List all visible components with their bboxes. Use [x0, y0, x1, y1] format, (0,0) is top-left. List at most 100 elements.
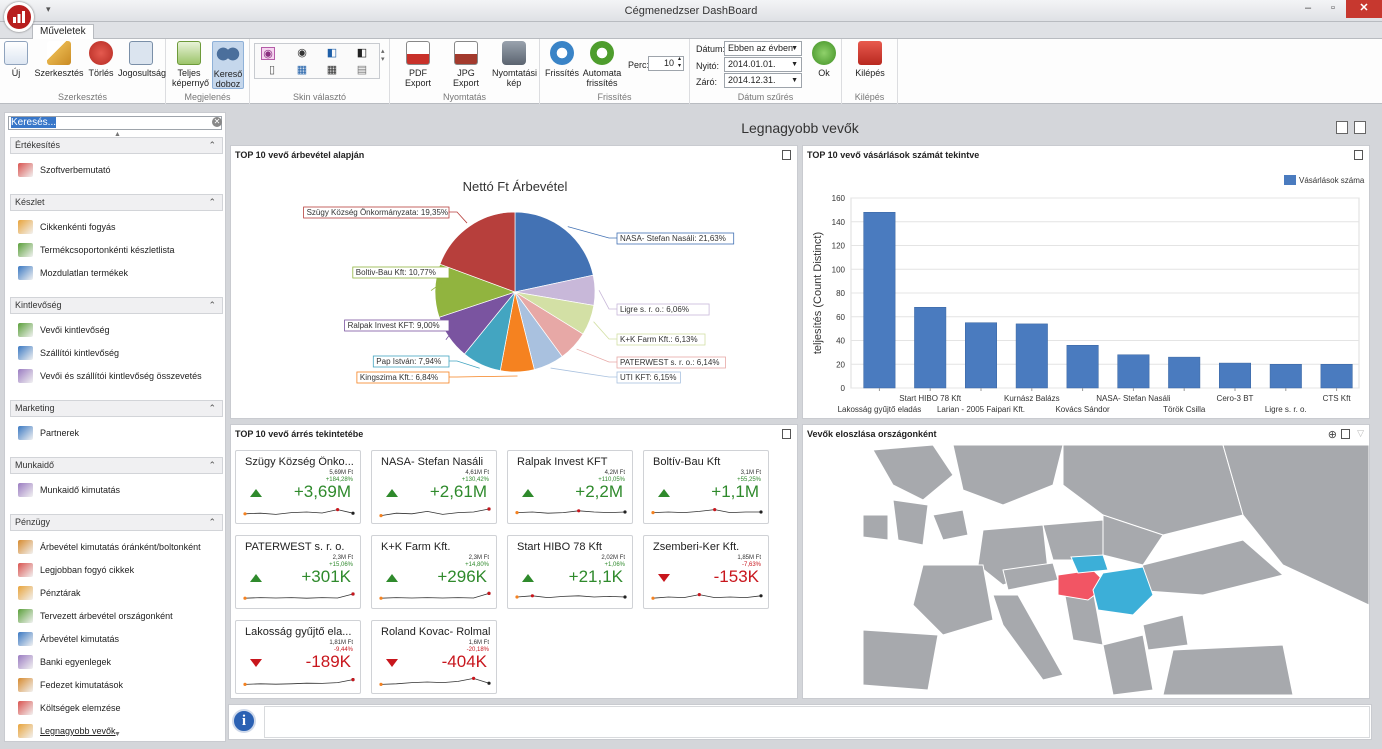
- sidebar-item[interactable]: Tervezett árbevétel országonként: [18, 608, 173, 624]
- sidebar-section-header[interactable]: Készlet ⌃: [10, 194, 223, 211]
- skin-option-icon[interactable]: ▤: [356, 64, 368, 76]
- window-title: Cégmenedzser DashBoard: [624, 5, 758, 17]
- restore-button[interactable]: ▫: [1331, 2, 1335, 14]
- report-icon: [18, 678, 33, 692]
- sidebar-item[interactable]: Partnerek: [18, 425, 79, 441]
- sidebar-item[interactable]: Cikkenkénti fogyás: [18, 219, 116, 235]
- sidebar-section-header[interactable]: Kintlevőség ⌃: [10, 297, 223, 314]
- pdf-file-icon: [406, 41, 430, 65]
- export-icon[interactable]: [782, 429, 791, 439]
- new-button[interactable]: Új: [4, 41, 28, 78]
- sidebar-item[interactable]: Vevői és szállítói kintlevőség összeveté…: [18, 368, 202, 384]
- search-input[interactable]: Keresés...: [8, 116, 222, 130]
- kpi-card[interactable]: Szügy Község Önko... 5,69M Ft +184,28% +3,6…: [235, 450, 361, 524]
- skin-option-icon[interactable]: ◧: [356, 47, 368, 59]
- sidebar-section-header[interactable]: Értékesítés ⌃: [10, 137, 223, 154]
- sidebar-item[interactable]: Vevői kintlevőség: [18, 322, 110, 338]
- minimize-button[interactable]: –: [1304, 2, 1312, 14]
- kpi-card[interactable]: Ralpak Invest KFT 4,2M Ft +110,05% +2,2M: [507, 450, 633, 524]
- skin-option-icon[interactable]: ◉: [261, 47, 275, 60]
- card-target-value: 2,3M Ft: [332, 555, 353, 561]
- fullscreen-button[interactable]: Teljes képernyő: [172, 41, 209, 88]
- sidebar-item[interactable]: Árbevétel kimutatás: [18, 631, 119, 647]
- skin-option-icon[interactable]: ▦: [296, 64, 308, 76]
- chevron-up-icon[interactable]: ⌃: [208, 140, 216, 150]
- app-logo[interactable]: [4, 2, 34, 32]
- delete-button[interactable]: Törlés: [86, 41, 116, 78]
- chevron-up-icon[interactable]: ⌃: [208, 517, 216, 527]
- zoom-icon[interactable]: ⊕: [1327, 429, 1337, 441]
- chevron-up-icon[interactable]: ⌃: [208, 403, 216, 413]
- ok-button[interactable]: Ok: [812, 41, 836, 78]
- tab-muveletek[interactable]: Műveletek: [32, 24, 94, 39]
- kpi-card[interactable]: Roland Kovac- Rolmal 1,6M Ft -20,18% -404K: [371, 620, 497, 694]
- sidebar-item[interactable]: Fedezet kimutatások: [18, 677, 123, 693]
- report-icon: [18, 369, 33, 383]
- europe-map[interactable]: [803, 445, 1369, 699]
- print-preview-button[interactable]: Nyomtatási kép: [492, 41, 537, 88]
- exit-button[interactable]: Kilépés: [854, 41, 886, 78]
- permission-button[interactable]: Jogosultság: [118, 41, 166, 78]
- report-icon: [18, 701, 33, 715]
- sidebar-item[interactable]: Költségek elemzése: [18, 700, 121, 716]
- kpi-card[interactable]: Boltív-Bau Kft 3,1M Ft +55,25% +1,1M: [643, 450, 769, 524]
- export-icon[interactable]: [1354, 150, 1363, 160]
- edit-button[interactable]: Szerkesztés: [34, 41, 84, 78]
- export-icon[interactable]: [1336, 121, 1348, 134]
- kpi-card[interactable]: Start HIBO 78 Kft 2,02M Ft +1,06% +21,1K: [507, 535, 633, 609]
- sidebar-item[interactable]: Banki egyenlegek: [18, 654, 111, 670]
- sidebar-item[interactable]: Árbevétel kimutatás óránként/boltonként: [18, 539, 201, 555]
- sidebar-item[interactable]: Mozdulatlan termékek: [18, 265, 128, 281]
- pdf-export-button[interactable]: PDF Export: [396, 41, 440, 88]
- auto-refresh-button[interactable]: Automata frissítés: [582, 41, 622, 88]
- scroll-up-icon[interactable]: ▲: [114, 131, 121, 138]
- close-button[interactable]: ✕: [1346, 0, 1382, 18]
- sidebar-item[interactable]: Termékcsoportonkénti készletlista: [18, 242, 175, 258]
- kpi-card[interactable]: K+K Farm Kft. 2,3M Ft +14,80% +296K: [371, 535, 497, 609]
- chevron-up-icon[interactable]: ⌃: [208, 300, 216, 310]
- stepper-arrows-icon[interactable]: ▴ ▾: [677, 56, 681, 69]
- export-icon[interactable]: [782, 150, 791, 160]
- export-icon[interactable]: [1341, 429, 1350, 439]
- x-tick-label: Lakosság gyűjtő eladás: [838, 405, 922, 414]
- jpg-export-button[interactable]: JPG Export: [444, 41, 488, 88]
- scroll-down-icon[interactable]: ▼: [114, 731, 121, 738]
- kpi-card[interactable]: Zsemberi-Ker Kft. 1,85M Ft -7,63% -153K: [643, 535, 769, 609]
- arrow-down-icon: [386, 659, 398, 667]
- sidebar-item[interactable]: Legnagyobb vevők: [18, 723, 116, 739]
- sidebar-item[interactable]: Szoftverbemutató: [18, 162, 111, 178]
- sidebar-item[interactable]: Legjobban fogyó cikkek: [18, 562, 134, 578]
- sidebar-section-header[interactable]: Marketing ⌃: [10, 400, 223, 417]
- kpi-card[interactable]: PATERWEST s. r. o. 2,3M Ft +15,06% +301K: [235, 535, 361, 609]
- kpi-card[interactable]: NASA- Stefan Nasáli 4,61M Ft +130,42% +2,61…: [371, 450, 497, 524]
- sidebar-section-header[interactable]: Pénzügy ⌃: [10, 514, 223, 531]
- clear-search-icon[interactable]: ✕: [212, 117, 222, 127]
- sidebar-section-header[interactable]: Munkaidő ⌃: [10, 457, 223, 474]
- sidebar-item[interactable]: Szállítói kintlevőség: [18, 345, 119, 361]
- ribbon: Új Szerkesztés Törlés Jogosultság Szerke…: [0, 38, 1382, 104]
- skin-gallery[interactable]: ◉ ◉ ◧ ◧ ▯ ▦ ▦ ▤: [254, 43, 380, 79]
- perc-stepper[interactable]: 10 ▴ ▾: [648, 56, 684, 71]
- skin-gallery-scroll-icon[interactable]: ▴ ▾: [381, 48, 385, 63]
- quick-access-dropdown[interactable]: ▾: [46, 4, 51, 14]
- sidebar-section-title: Kintlevőség: [15, 300, 62, 310]
- chevron-up-icon[interactable]: ⌃: [208, 460, 216, 470]
- clear-filter-icon[interactable]: ▽: [1357, 428, 1364, 438]
- refresh-button[interactable]: Frissítés: [544, 41, 580, 78]
- datum-dropdown[interactable]: Ebben az évben ▼: [724, 41, 802, 56]
- skin-option-icon[interactable]: ▯: [268, 64, 276, 76]
- skin-option-icon[interactable]: ◉: [297, 47, 307, 59]
- zaro-date-field[interactable]: 2014.12.31. ▼: [724, 73, 802, 88]
- sidebar-item[interactable]: Pénztárak: [18, 585, 81, 601]
- skin-option-icon[interactable]: ◧: [326, 47, 338, 59]
- export-settings-icon[interactable]: [1354, 121, 1366, 134]
- chevron-up-icon[interactable]: ⌃: [208, 197, 216, 207]
- search-box-button[interactable]: Kereső doboz: [212, 41, 244, 89]
- y-tick-label: 60: [836, 313, 845, 322]
- info-icon[interactable]: i: [232, 709, 256, 733]
- nyito-date-field[interactable]: 2014.01.01. ▼: [724, 57, 802, 72]
- sidebar-item[interactable]: Munkaidő kimutatás: [18, 482, 120, 498]
- skin-option-icon[interactable]: ▦: [326, 64, 338, 76]
- jpg-file-icon: [454, 41, 478, 65]
- kpi-card[interactable]: Lakosság gyűjtő ela... 1,81M Ft -9,44% -189…: [235, 620, 361, 694]
